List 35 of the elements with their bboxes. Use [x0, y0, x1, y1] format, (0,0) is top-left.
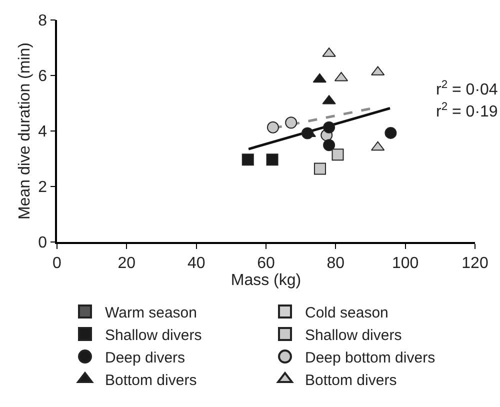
legend-label: Bottom divers [305, 372, 397, 389]
point [314, 162, 326, 175]
point [285, 116, 298, 129]
point [384, 126, 397, 139]
y-tick-label: 6 [38, 68, 48, 86]
legend-label: Warm season [105, 304, 197, 322]
y-axis-title: Mean dive duration (min) [16, 42, 34, 220]
legend-label: Shallow divers [305, 326, 402, 344]
point [323, 139, 336, 152]
point [266, 154, 278, 166]
y-tick-label: 8 [38, 12, 48, 30]
point [266, 121, 279, 134]
point [242, 154, 254, 166]
annotation: r$^{2}$ = 0·04 [436, 79, 498, 99]
y-tick-label: 0 [38, 234, 48, 252]
legend-label: Cold season [305, 304, 388, 322]
point [301, 127, 314, 140]
point [332, 148, 344, 161]
legend-label: Shallow divers [105, 326, 202, 344]
x-tick-label: 60 [257, 254, 275, 272]
legend-label: Bottom divers [105, 372, 197, 389]
point [323, 121, 336, 134]
legend-label: Deep bottom divers [305, 349, 436, 366]
annotation: r$^{2}$ = 0·19 [436, 101, 498, 121]
x-tick-label: 80 [326, 254, 345, 272]
x-tick-label: 40 [187, 254, 206, 272]
x-tick-label: 100 [392, 254, 419, 272]
x-tick-label: 120 [462, 254, 488, 272]
legend-label: Deep divers [105, 349, 186, 366]
x-tick-label: 20 [118, 254, 136, 272]
y-tick-label: 2 [38, 179, 48, 196]
x-tick-label: 0 [52, 254, 62, 272]
point [312, 73, 326, 83]
x-axis-title: Mass (kg) [230, 272, 302, 289]
y-tick-label: 4 [38, 124, 48, 141]
